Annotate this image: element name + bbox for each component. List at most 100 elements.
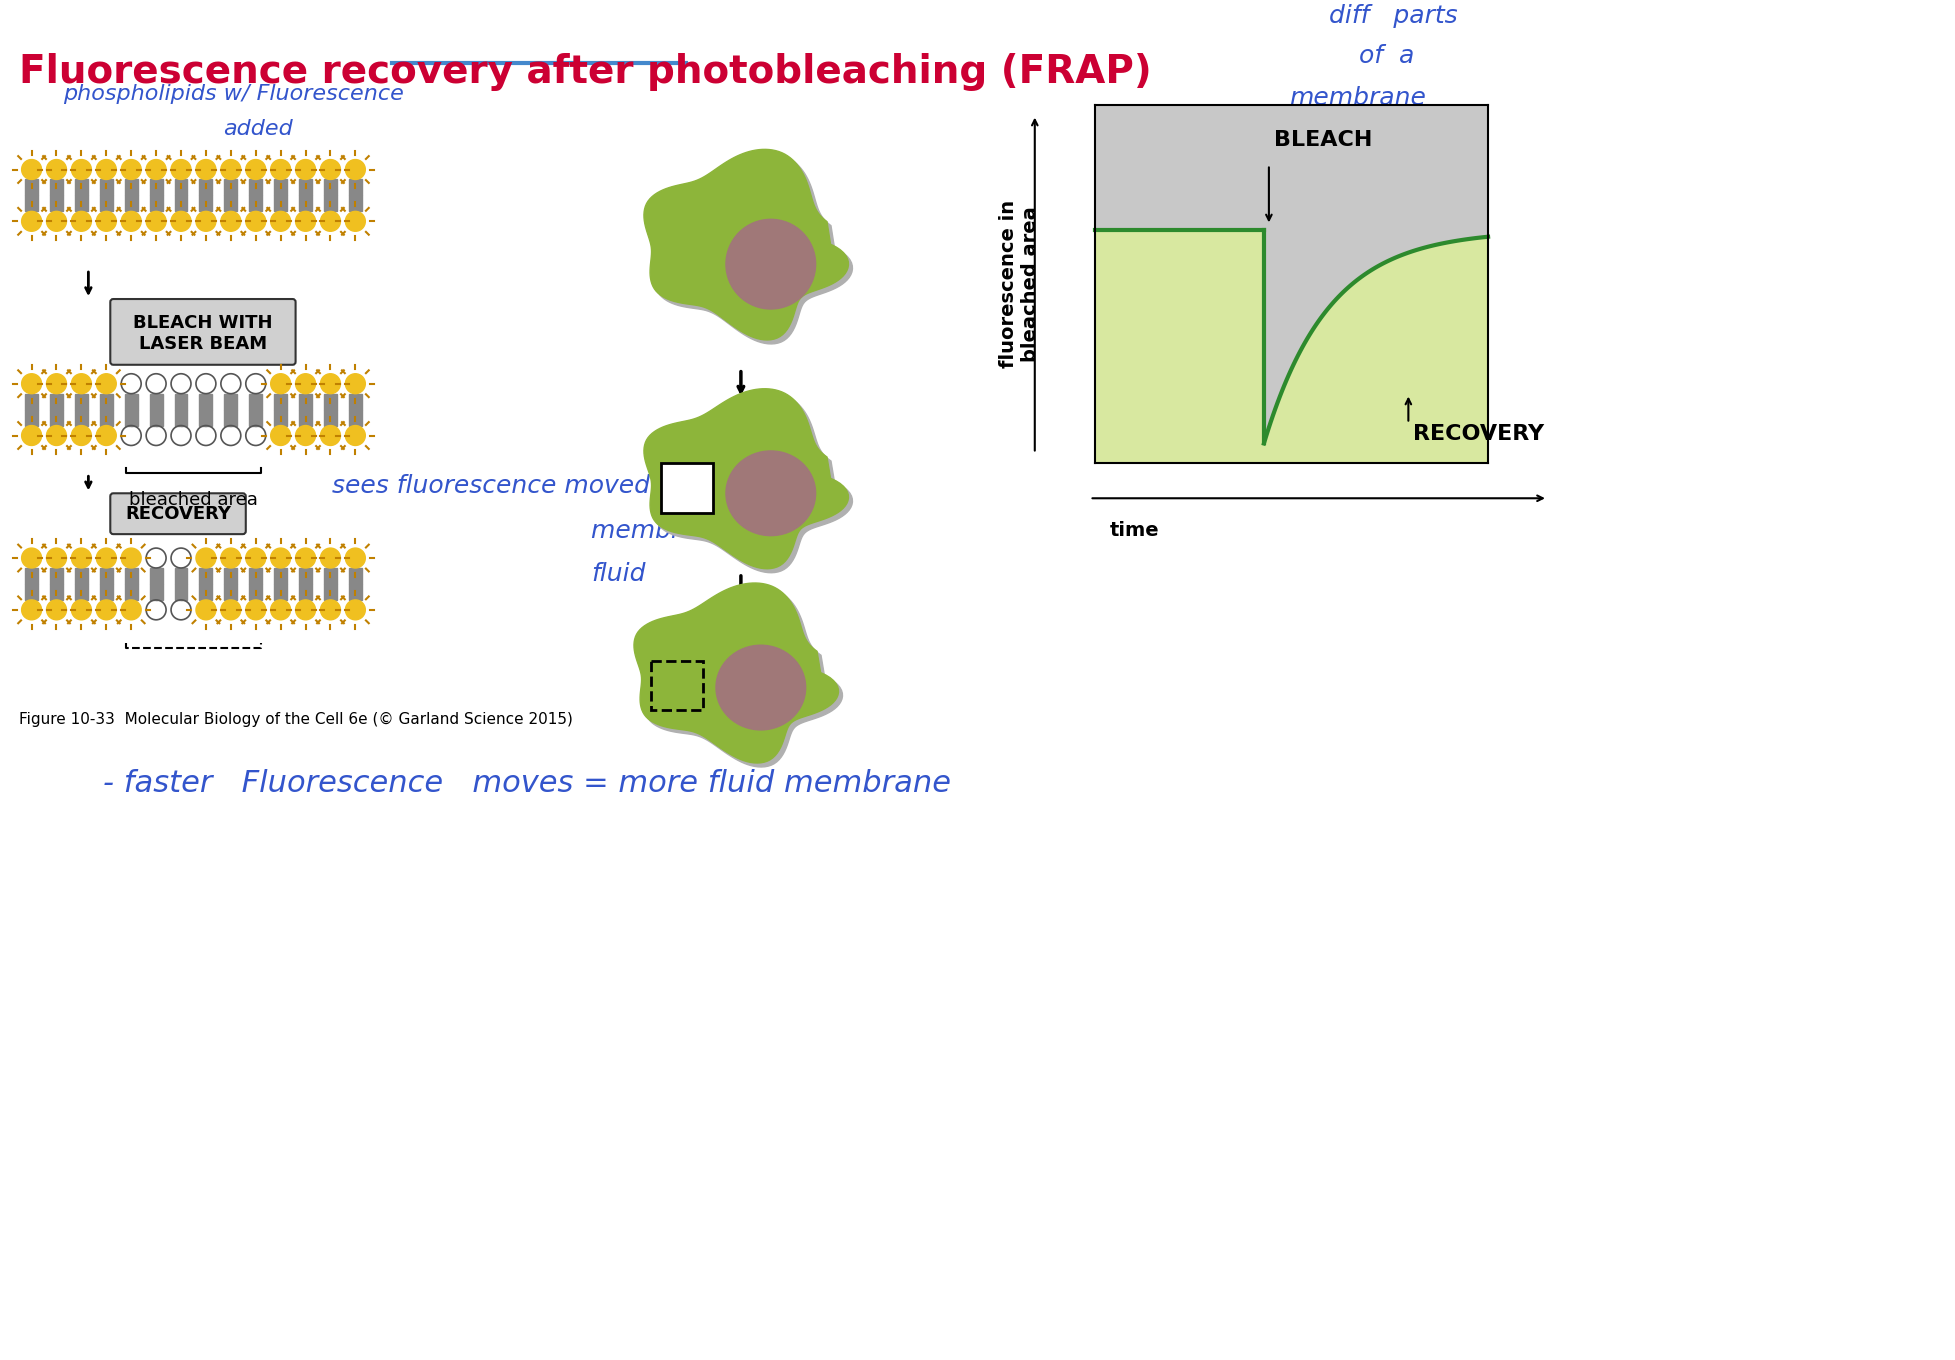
Text: bleached area: bleached area [129, 491, 258, 509]
Bar [100, 568, 108, 583]
Polygon shape [633, 583, 839, 763]
FancyBboxPatch shape [109, 494, 246, 534]
Bar [248, 568, 256, 583]
Circle shape [72, 600, 92, 620]
Circle shape [321, 159, 340, 180]
Bar [125, 409, 131, 426]
Circle shape [47, 211, 66, 231]
Circle shape [47, 374, 66, 393]
Polygon shape [643, 150, 848, 340]
Circle shape [321, 426, 340, 446]
Bar [151, 409, 156, 426]
Text: fluorescence in
bleached area: fluorescence in bleached area [999, 200, 1040, 369]
Bar [305, 393, 313, 409]
Text: membrane: membrane [1288, 86, 1425, 110]
Circle shape [47, 426, 66, 446]
Bar [280, 196, 287, 211]
Bar [31, 180, 37, 196]
Text: diff   parts: diff parts [1327, 4, 1456, 29]
Circle shape [22, 600, 41, 620]
Ellipse shape [716, 645, 805, 730]
Bar [348, 409, 356, 426]
Bar [151, 568, 156, 583]
Circle shape [47, 548, 66, 568]
Bar [74, 180, 82, 196]
Text: time: time [1108, 521, 1159, 540]
Bar [325, 196, 330, 211]
Bar [131, 180, 137, 196]
Bar [254, 568, 262, 583]
Circle shape [96, 426, 115, 446]
Bar [330, 409, 336, 426]
Circle shape [321, 600, 340, 620]
Bar [205, 393, 213, 409]
Bar [248, 196, 256, 211]
Circle shape [321, 548, 340, 568]
Bar [199, 568, 207, 583]
Bar [330, 568, 336, 583]
Bar [174, 180, 182, 196]
Bar [354, 393, 362, 409]
Bar [348, 393, 356, 409]
Bar [80, 393, 88, 409]
Bar [74, 196, 82, 211]
Bar [254, 196, 262, 211]
Bar [305, 180, 313, 196]
Bar [305, 568, 313, 583]
Circle shape [221, 159, 240, 180]
Bar [325, 568, 330, 583]
Bar [231, 393, 237, 409]
Circle shape [47, 159, 66, 180]
Bar [125, 393, 131, 409]
Bar [25, 393, 31, 409]
Circle shape [72, 374, 92, 393]
Bar [51, 180, 57, 196]
Bar [57, 583, 63, 600]
Circle shape [121, 211, 141, 231]
Bar [31, 196, 37, 211]
Bar [125, 568, 131, 583]
Text: phospholipids w/ Fluorescence: phospholipids w/ Fluorescence [63, 84, 405, 103]
Bar [156, 196, 162, 211]
Bar [106, 409, 113, 426]
Bar [274, 180, 282, 196]
Bar [51, 196, 57, 211]
Bar [25, 409, 31, 426]
Bar [156, 568, 162, 583]
Circle shape [295, 159, 315, 180]
Bar [57, 409, 63, 426]
Text: fluid: fluid [590, 562, 645, 586]
Bar [51, 393, 57, 409]
Bar [80, 568, 88, 583]
Bar [225, 583, 231, 600]
Bar [205, 196, 213, 211]
Bar [106, 583, 113, 600]
Bar [31, 568, 37, 583]
Bar [25, 568, 31, 583]
Circle shape [22, 374, 41, 393]
Circle shape [121, 159, 141, 180]
Bar [125, 180, 131, 196]
Bar [205, 583, 213, 600]
Bar [199, 583, 207, 600]
Bar [225, 568, 231, 583]
Bar [354, 409, 362, 426]
Bar [199, 393, 207, 409]
Bar [74, 568, 82, 583]
Bar [254, 393, 262, 409]
Bar [180, 196, 188, 211]
Text: BLEACH WITH
LASER BEAM: BLEACH WITH LASER BEAM [133, 314, 272, 354]
Circle shape [346, 374, 366, 393]
Circle shape [47, 600, 66, 620]
Bar [25, 196, 31, 211]
Bar [100, 409, 108, 426]
Bar [274, 409, 282, 426]
Bar [651, 661, 702, 710]
Bar [180, 583, 188, 600]
Bar [225, 393, 231, 409]
Bar [131, 196, 137, 211]
Bar [131, 568, 137, 583]
Bar [100, 196, 108, 211]
Bar [280, 409, 287, 426]
Bar [205, 180, 213, 196]
